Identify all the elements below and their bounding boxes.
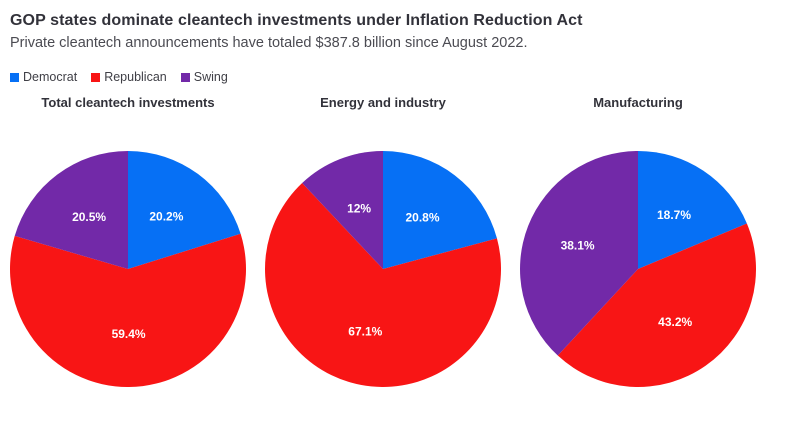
pie-slice-swing[interactable] <box>520 151 638 356</box>
page-title: GOP states dominate cleantech investment… <box>10 12 583 29</box>
pie-chart-total-cleantech: 20.2%59.4%20.5% <box>10 151 246 387</box>
page-subtitle: Private cleantech announcements have tot… <box>10 35 528 51</box>
pie-slice-republican[interactable] <box>557 223 756 387</box>
republican-swatch-icon <box>91 72 101 82</box>
legend-label-swing: Swing <box>193 70 228 84</box>
pie-chart-manufacturing: 18.7%43.2%38.1% <box>520 151 756 387</box>
legend-label-republican: Republican <box>104 70 167 84</box>
legend-item-republican[interactable]: Republican <box>91 70 167 84</box>
legend-label-democrat: Democrat <box>23 70 78 84</box>
pie-chart-energy-industry: 20.8%67.1%12% <box>265 151 501 387</box>
legend-item-swing[interactable]: Swing <box>180 70 228 84</box>
chart-title-manufacturing: Manufacturing <box>593 95 683 110</box>
pie-slice-republican[interactable] <box>265 183 501 387</box>
pie-slice-democrat[interactable] <box>638 151 747 269</box>
chart-title-total-cleantech: Total cleantech investments <box>41 95 215 110</box>
pie-slice-swing[interactable] <box>14 151 129 269</box>
chart-title-energy-industry: Energy and industry <box>320 95 446 110</box>
pie-slice-swing[interactable] <box>302 151 383 269</box>
legend: Democrat Republican Swing <box>10 70 228 84</box>
democrat-swatch-icon <box>10 72 19 82</box>
swing-swatch-icon <box>180 72 190 82</box>
pie-slice-democrat[interactable] <box>383 151 497 269</box>
legend-item-democrat[interactable]: Democrat <box>10 70 77 84</box>
pie-slice-democrat[interactable] <box>128 151 241 269</box>
pie-slice-republican[interactable] <box>10 233 246 387</box>
